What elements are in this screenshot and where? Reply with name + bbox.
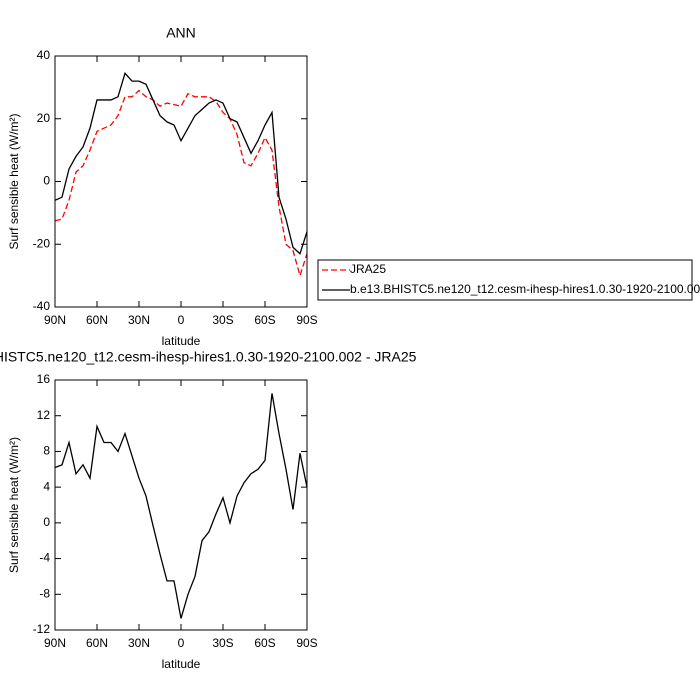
x-tick-label: 30N <box>128 313 150 327</box>
y-tick-label: -40 <box>33 299 51 313</box>
x-tick-label: 90N <box>44 636 66 650</box>
chart-title: b.e13.BHISTC5.ne120_t12.cesm-ihesp-hires… <box>0 349 417 365</box>
x-tick-label: 30S <box>212 636 233 650</box>
data-line <box>54 71 308 255</box>
x-tick-label: 60N <box>86 313 108 327</box>
x-tick-label: 90S <box>296 636 317 650</box>
x-tick-label: 30S <box>212 313 233 327</box>
y-tick-label: 16 <box>37 372 51 386</box>
y-axis-label: Surf sensible heat (W/m²) <box>7 113 21 249</box>
x-tick-label: 60N <box>86 636 108 650</box>
y-tick-label: -20 <box>33 236 51 250</box>
y-tick-label: 12 <box>37 408 51 422</box>
x-axis-label: latitude <box>162 334 201 348</box>
y-tick-label: 20 <box>37 111 51 125</box>
x-tick-label: 30N <box>128 636 150 650</box>
x-tick-label: 60S <box>254 313 275 327</box>
chart-title: ANN <box>166 25 196 41</box>
y-tick-label: -4 <box>39 551 50 565</box>
x-tick-label: 60S <box>254 636 275 650</box>
x-tick-label: 0 <box>178 636 185 650</box>
legend-box <box>317 259 693 301</box>
x-tick-label: 90N <box>44 313 66 327</box>
x-tick-label: 90S <box>296 313 317 327</box>
plot-frame <box>54 55 308 308</box>
x-tick-label: 0 <box>178 313 185 327</box>
y-tick-label: 8 <box>43 444 50 458</box>
legend-label: JRA25 <box>350 262 386 276</box>
y-tick-label: 0 <box>43 174 50 188</box>
x-axis-label: latitude <box>162 657 201 671</box>
y-tick-label: 0 <box>43 515 50 529</box>
y-tick-label: 40 <box>37 48 51 62</box>
data-line <box>54 393 308 619</box>
data-line <box>54 89 308 278</box>
y-axis-label: Surf sensible heat (W/m²) <box>7 437 21 573</box>
plot-frame <box>54 379 308 631</box>
y-tick-label: 4 <box>43 479 50 493</box>
y-tick-label: -12 <box>33 622 51 636</box>
legend-label: b.e13.BHISTC5.ne120_t12.cesm-ihesp-hires… <box>350 282 700 296</box>
y-tick-label: -8 <box>39 586 50 600</box>
